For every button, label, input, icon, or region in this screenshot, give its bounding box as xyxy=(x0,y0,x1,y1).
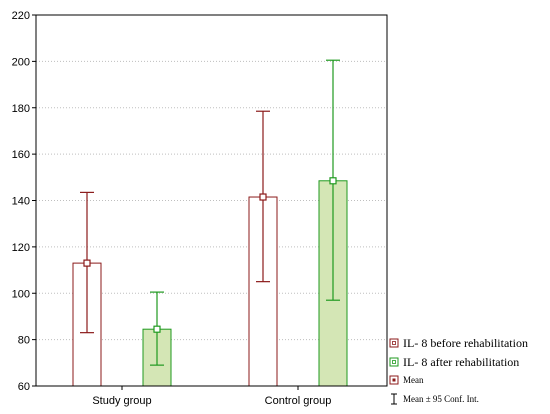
legend-marker-inner xyxy=(392,360,396,364)
y-tick-label: 100 xyxy=(12,288,30,300)
legend: IL- 8 before rehabilitation IL- 8 after r… xyxy=(389,336,528,405)
legend-label: IL- 8 after rehabilitation xyxy=(403,355,519,369)
y-tick-label: 160 xyxy=(12,149,30,161)
legend-label: Mean ± 95 Conf. Int. xyxy=(403,394,479,404)
x-tick-label: Control group xyxy=(265,395,332,407)
y-tick-label: 60 xyxy=(18,381,30,393)
legend-marker-inner xyxy=(392,378,396,382)
bars xyxy=(72,59,348,387)
mean-point xyxy=(259,193,267,201)
legend-label: IL- 8 before rehabilitation xyxy=(403,336,528,350)
y-tick-label: 120 xyxy=(12,242,30,254)
y-tick-label: 220 xyxy=(12,10,30,22)
y-tick-label: 80 xyxy=(18,335,30,347)
legend-label: Mean xyxy=(403,375,424,385)
y-tick-label: 140 xyxy=(12,196,30,208)
legend-marker-inner xyxy=(392,341,396,345)
mean-point xyxy=(329,177,337,185)
mean-point xyxy=(153,325,161,333)
mean-point xyxy=(83,259,91,267)
y-tick-label: 180 xyxy=(12,103,30,115)
x-tick-label: Study group xyxy=(92,395,151,407)
y-axis: 60 80 100 120 140 160 180 200 220 xyxy=(12,10,36,393)
x-axis: Study group Control group xyxy=(92,386,331,407)
y-tick-label: 200 xyxy=(12,56,30,68)
